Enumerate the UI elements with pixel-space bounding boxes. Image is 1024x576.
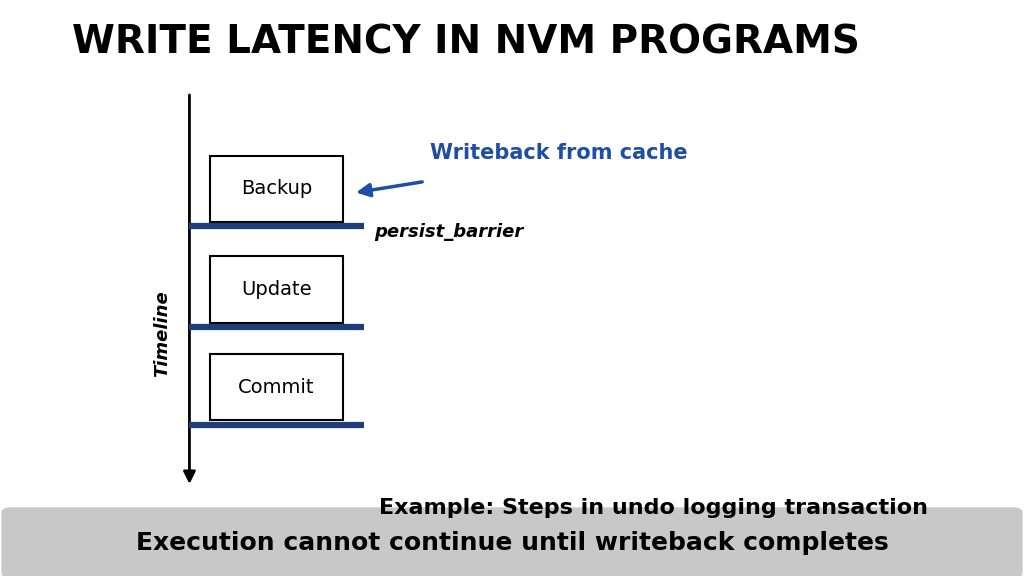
Text: Update: Update xyxy=(242,280,311,299)
Text: Timeline: Timeline xyxy=(153,291,171,377)
Bar xyxy=(210,354,343,420)
FancyBboxPatch shape xyxy=(2,508,1022,576)
Text: Commit: Commit xyxy=(239,378,314,397)
Text: Example: Steps in undo logging transaction: Example: Steps in undo logging transacti… xyxy=(379,498,928,518)
Bar xyxy=(210,256,343,323)
Text: persist_barrier: persist_barrier xyxy=(374,222,523,241)
Text: Execution cannot continue until writeback completes: Execution cannot continue until writebac… xyxy=(135,531,889,555)
Text: WRITE LATENCY IN NVM PROGRAMS: WRITE LATENCY IN NVM PROGRAMS xyxy=(72,23,859,61)
Text: Backup: Backup xyxy=(241,179,312,198)
Bar xyxy=(210,156,343,222)
Text: Writeback from cache: Writeback from cache xyxy=(430,143,688,162)
